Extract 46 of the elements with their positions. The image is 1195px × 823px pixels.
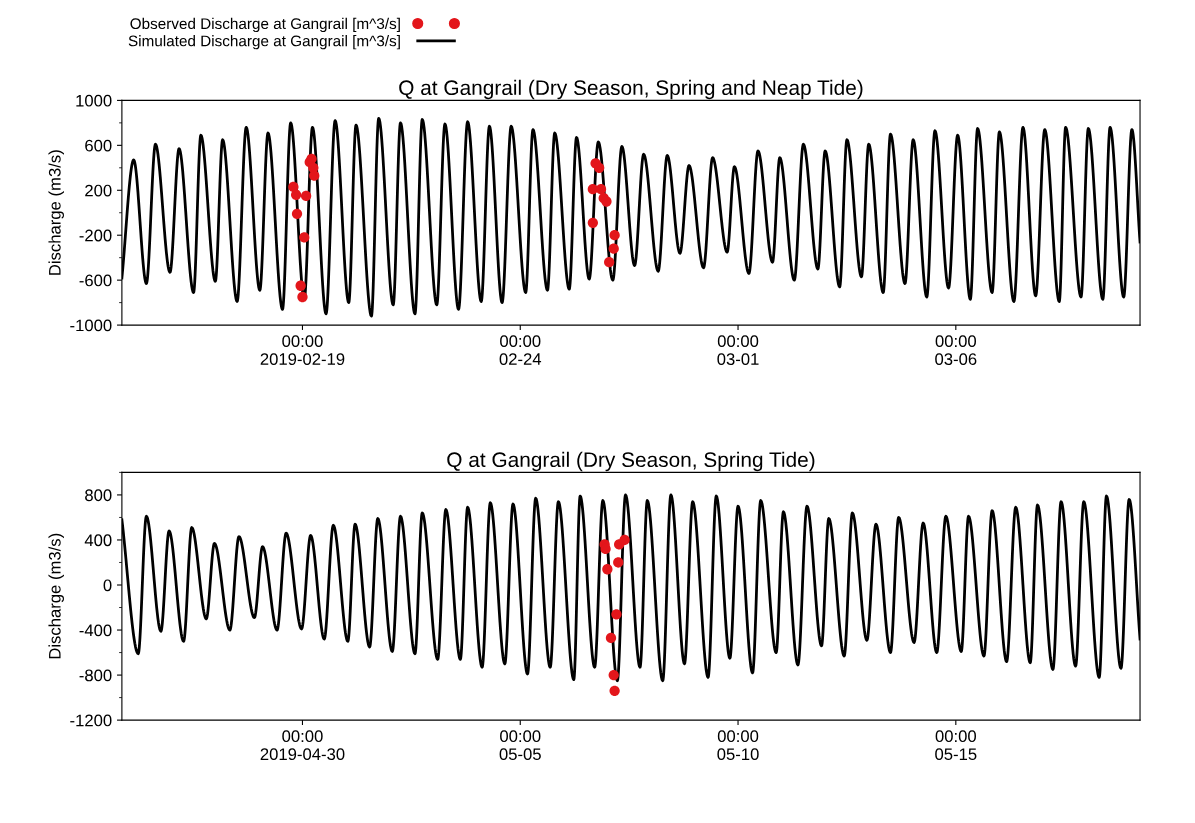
x-tick-label: 00:00 05-05 <box>499 730 541 761</box>
x-tick-label: 00:00 2019-02-19 <box>260 335 345 365</box>
point <box>613 557 624 568</box>
point <box>609 685 620 696</box>
point <box>300 190 312 202</box>
chart-title: Q at Gangrail (Dry Season, Spring and Neap Tide) <box>399 79 863 100</box>
point <box>295 280 306 291</box>
point <box>309 170 320 181</box>
x-tick-label: 00:00 02-24 <box>499 335 542 365</box>
x-tick-label: 00:00 03-06 <box>935 335 977 365</box>
point <box>619 534 630 546</box>
y-axis-title: Discharge (m3/s) <box>48 533 64 659</box>
legend-label: Observed Discharge at Gangrail [m^3/s] <box>130 17 400 33</box>
point <box>290 189 302 200</box>
y-tick-label: -600 <box>79 274 112 287</box>
y-tick-label: 200 <box>85 184 112 197</box>
x-tick-label: 00:00 05-10 <box>717 730 759 761</box>
point <box>587 217 598 229</box>
y-axis-title: Discharge (m3/s) <box>48 150 64 275</box>
y-tick-label: 600 <box>85 139 112 152</box>
point <box>299 232 310 243</box>
point <box>609 230 620 241</box>
y-tick-label: 400 <box>84 534 112 547</box>
y-tick-label: -1000 <box>70 319 112 332</box>
point <box>604 257 615 268</box>
point <box>297 291 308 303</box>
point <box>611 609 622 620</box>
point <box>594 162 605 173</box>
chart-title: Q at Gangrail (Dry Season, Spring Tide) <box>447 451 815 472</box>
y-tick-label: 1000 <box>76 94 112 107</box>
x-tick-label: 00:00 2019-04-30 <box>260 730 345 761</box>
y-tick-label: 0 <box>103 579 112 592</box>
point <box>602 564 613 575</box>
x-tick-label: 00:00 03-01 <box>717 335 759 365</box>
point <box>306 153 317 164</box>
y-tick-label: -1200 <box>70 714 112 727</box>
x-tick-label: 00:00 05-15 <box>935 730 977 761</box>
point <box>608 243 619 254</box>
y-tick-label: -800 <box>79 669 112 682</box>
point <box>605 632 617 644</box>
legend-label: Simulated Discharge at Gangrail [m^3/s] <box>128 35 400 50</box>
y-tick-label: 800 <box>85 489 112 502</box>
point <box>291 208 303 220</box>
y-tick-label: -400 <box>79 624 112 637</box>
y-tick-label: -200 <box>79 229 112 242</box>
point <box>608 669 619 681</box>
